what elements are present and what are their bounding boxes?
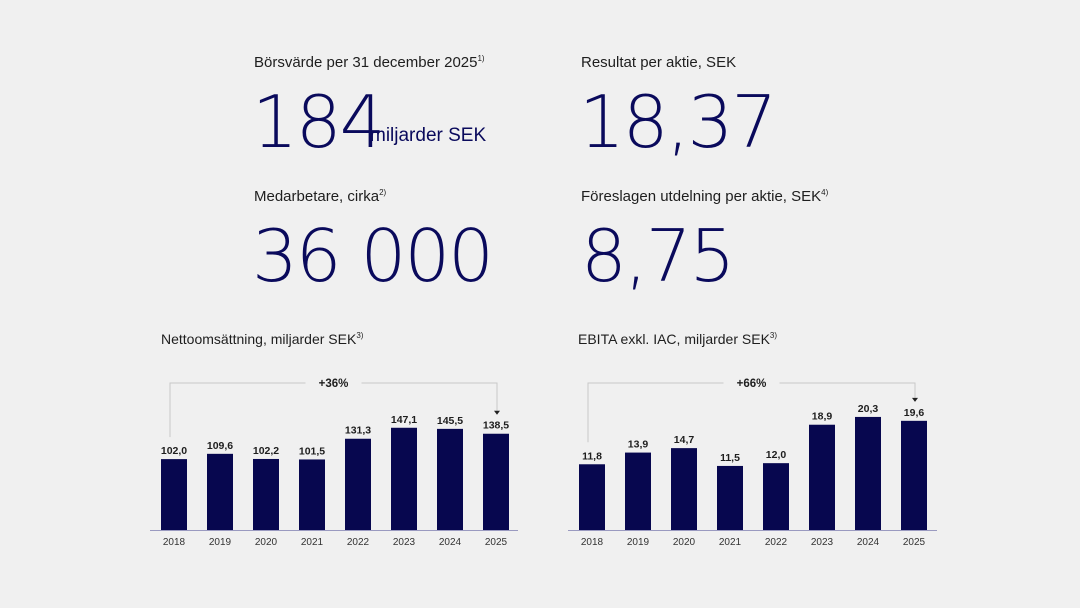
- x-tick-label: 2023: [393, 537, 416, 548]
- bar: [437, 428, 463, 530]
- footnote: 1): [477, 54, 485, 63]
- kpi-label: Föreslagen utdelning per aktie, SEK: [581, 188, 822, 205]
- data-label: 19,6: [904, 407, 925, 419]
- x-tick-label: 2018: [581, 537, 604, 548]
- data-label: 20,3: [858, 403, 879, 415]
- x-tick-label: 2022: [347, 537, 370, 548]
- x-tick-label: 2021: [719, 537, 742, 548]
- kpi-label: Resultat per aktie, SEK: [581, 54, 737, 71]
- growth-annotation: +36%: [319, 378, 349, 390]
- data-label: 131,3: [345, 425, 371, 437]
- kpi-value: 18,37: [579, 80, 777, 164]
- footnote: 3): [356, 331, 364, 340]
- x-tick-label: 2024: [439, 537, 462, 548]
- bar: [671, 448, 697, 530]
- kpi-unit: miljarder SEK: [370, 125, 487, 146]
- x-tick-label: 2018: [163, 537, 186, 548]
- growth-annotation: +66%: [737, 378, 767, 390]
- bar: [763, 463, 789, 530]
- data-label: 18,9: [812, 411, 833, 423]
- data-label: 14,7: [674, 434, 695, 446]
- bar: [207, 453, 233, 530]
- arrow-icon: [912, 397, 918, 402]
- bar: [161, 459, 187, 530]
- kpi-label: Börsvärde per 31 december 2025: [254, 54, 478, 71]
- bar: [579, 464, 605, 530]
- x-tick-label: 2019: [209, 537, 232, 548]
- x-tick-label: 2020: [673, 537, 696, 548]
- kpi-label: Medarbetare, cirka: [254, 188, 380, 205]
- growth-bracket: [169, 382, 498, 438]
- data-label: 109,6: [207, 440, 233, 452]
- data-label: 138,5: [483, 420, 509, 432]
- chart-title: Nettoomsättning, miljarder SEK: [161, 331, 357, 347]
- kpi-value: 184: [252, 80, 385, 164]
- footnote: 4): [821, 188, 829, 197]
- bar: [809, 424, 835, 530]
- bar: [391, 427, 417, 530]
- kpi-value: 8,75: [581, 214, 735, 298]
- bar: [299, 459, 325, 530]
- x-tick-label: 2025: [485, 537, 508, 548]
- data-label: 13,9: [628, 439, 649, 451]
- growth-bracket: [587, 382, 916, 443]
- arrow-icon: [494, 410, 500, 415]
- bar: [253, 458, 279, 530]
- data-label: 101,5: [299, 445, 325, 457]
- bar: [625, 452, 651, 530]
- bar: [855, 416, 881, 530]
- x-tick-label: 2022: [765, 537, 788, 548]
- bar: [901, 420, 927, 530]
- x-tick-label: 2023: [811, 537, 834, 548]
- chart-title: EBITA exkl. IAC, miljarder SEK: [578, 331, 770, 347]
- x-tick-label: 2019: [627, 537, 650, 548]
- footnote: 3): [769, 331, 778, 340]
- data-label: 102,0: [161, 445, 187, 457]
- data-label: 147,1: [391, 414, 417, 426]
- data-label: 11,5: [720, 452, 740, 464]
- bar: [483, 433, 509, 530]
- data-label: 145,5: [437, 415, 463, 427]
- x-tick-label: 2025: [903, 537, 926, 548]
- bar: [717, 465, 743, 530]
- footnote: 2): [379, 188, 387, 197]
- kpi-value: 36 000: [252, 214, 494, 298]
- data-label: 102,2: [253, 445, 279, 457]
- x-tick-label: 2020: [255, 537, 278, 548]
- data-label: 11,8: [582, 450, 602, 462]
- x-tick-label: 2024: [857, 537, 880, 548]
- x-tick-label: 2021: [301, 537, 324, 548]
- data-label: 12,0: [766, 449, 787, 461]
- bar: [345, 438, 371, 530]
